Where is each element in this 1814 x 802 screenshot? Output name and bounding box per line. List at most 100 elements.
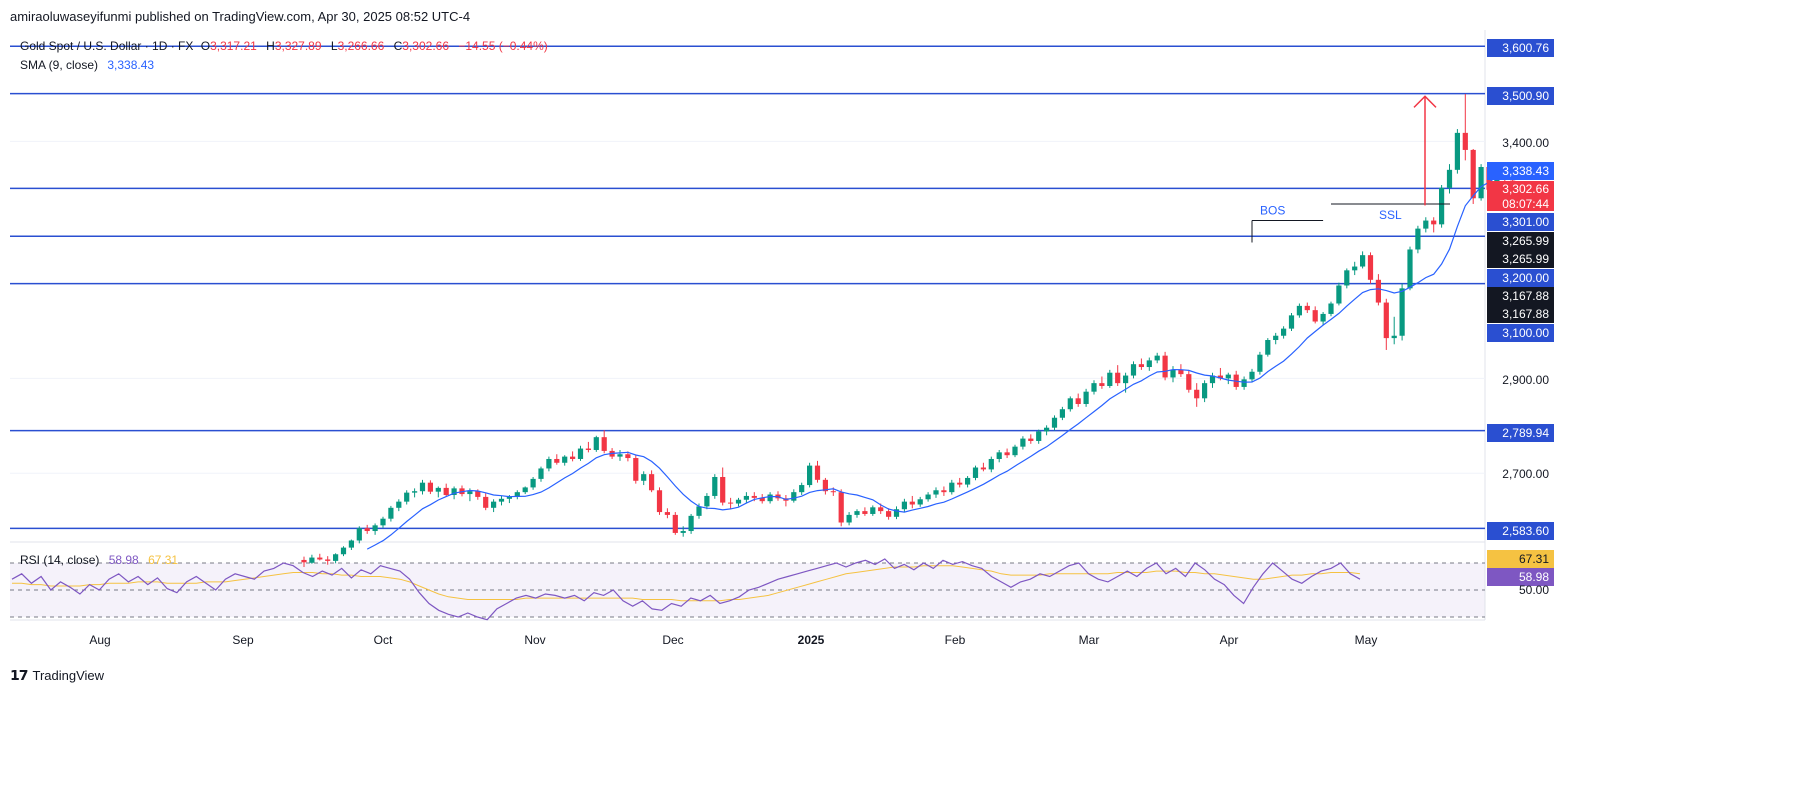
chart[interactable]: BOS SSL 3,600.76 3,500.90 3,400.00 3,338.43… xyxy=(0,0,1568,660)
rsi-axis-label: 58.98 xyxy=(1487,568,1554,586)
candle-body xyxy=(1130,364,1137,376)
candle-body xyxy=(862,511,868,514)
candle xyxy=(1036,429,1042,444)
candle xyxy=(593,435,599,452)
sma-legend[interactable]: SMA (9, close) 3,338.43 xyxy=(20,58,154,72)
candle xyxy=(577,445,584,461)
candle-body xyxy=(1265,340,1271,355)
symbol-legend[interactable]: Gold Spot / U.S. Dollar · 1D · FX O3,317… xyxy=(20,39,548,53)
candle-body xyxy=(412,491,418,493)
time-axis-label: Oct xyxy=(374,633,393,647)
time-axis[interactable]: Aug Sep Oct Nov Dec 2025 Feb Mar Apr May xyxy=(89,633,1377,647)
candle-body xyxy=(530,478,536,488)
candle xyxy=(1407,246,1413,291)
candle xyxy=(965,476,971,488)
candle xyxy=(570,451,576,462)
candle xyxy=(799,482,805,496)
price-axis[interactable]: 3,600.76 3,500.90 3,400.00 3,338.43 3,302.66… xyxy=(1487,39,1554,540)
candle-body xyxy=(1352,266,1358,271)
candle xyxy=(1170,366,1176,383)
candle-body xyxy=(807,465,813,486)
ohlc-close-value: 3,302.66 xyxy=(402,39,449,53)
candle-body xyxy=(372,525,378,532)
candle-body xyxy=(514,492,520,497)
ohlc-high-value: 3,327.89 xyxy=(275,39,322,53)
candle-body xyxy=(846,514,852,523)
candle-body xyxy=(1446,169,1453,188)
candle xyxy=(980,462,986,472)
price-label-bg xyxy=(1487,250,1554,268)
candle xyxy=(309,554,315,564)
candle xyxy=(1241,376,1247,390)
price-label-bg xyxy=(1487,197,1554,211)
time-axis-label: 2025 xyxy=(798,633,825,647)
candle xyxy=(791,489,797,503)
candle xyxy=(1312,306,1318,324)
candle-body xyxy=(522,487,528,493)
candle-body xyxy=(1036,431,1042,441)
price-label-bg xyxy=(1487,324,1554,342)
candle-body xyxy=(570,456,576,459)
candle xyxy=(546,456,552,472)
time-axis-label: Mar xyxy=(1079,633,1100,647)
candle-body xyxy=(641,474,647,481)
candle xyxy=(443,483,449,497)
candle xyxy=(807,462,813,488)
rsi-legend[interactable]: RSI (14, close) 58.98 67.31 xyxy=(20,553,178,567)
candle xyxy=(1304,302,1310,313)
candle xyxy=(838,489,844,527)
candle xyxy=(957,477,963,488)
tradingview-logo[interactable]: 𝟭𝟳 TradingView xyxy=(10,667,104,684)
horizontal-levels xyxy=(10,45,1485,530)
candle-body xyxy=(1375,279,1381,303)
candle-body xyxy=(728,502,734,504)
candle xyxy=(562,455,568,466)
candle xyxy=(522,486,528,495)
candle xyxy=(893,506,900,520)
candle xyxy=(585,441,591,453)
candle xyxy=(1336,282,1342,306)
ohlc-low-value: 3,266.66 xyxy=(338,39,385,53)
rsi-legend-label: RSI (14, close) xyxy=(20,553,99,567)
candle xyxy=(1375,274,1381,306)
candle xyxy=(1320,312,1326,326)
candle-body xyxy=(301,559,307,563)
candle-body xyxy=(333,554,339,561)
price-label-bg xyxy=(1487,232,1554,250)
candle xyxy=(712,474,718,499)
candle xyxy=(1257,351,1263,375)
candle xyxy=(1439,185,1445,228)
candle-body xyxy=(1059,409,1065,418)
candle-body xyxy=(325,559,331,561)
candle xyxy=(680,526,686,537)
candle-body xyxy=(830,491,836,493)
candle-body xyxy=(1454,132,1460,170)
price-label-text: 3,265.99 xyxy=(1502,234,1549,248)
candle-body xyxy=(704,495,710,507)
candle-body xyxy=(1320,313,1326,322)
candle-body xyxy=(1399,288,1405,336)
candle-body xyxy=(1186,374,1192,390)
candle-body xyxy=(893,509,900,517)
candle-body xyxy=(1312,310,1318,322)
candle-body xyxy=(1383,302,1389,339)
candle xyxy=(348,539,354,550)
ssl-annotation: SSL xyxy=(1331,203,1450,222)
candle-body xyxy=(886,511,892,517)
candle xyxy=(491,499,497,513)
candle-body xyxy=(1138,364,1144,368)
price-label-text: 2,700.00 xyxy=(1502,467,1549,481)
candle xyxy=(846,512,852,526)
candle xyxy=(854,509,860,518)
candle xyxy=(1454,129,1460,174)
rsi-legend-ma-value: 67.31 xyxy=(148,553,178,567)
ohlc-high-key: H xyxy=(266,39,275,53)
rsi-bands xyxy=(10,562,1485,618)
candle xyxy=(1265,338,1271,357)
candle-body xyxy=(957,482,963,485)
candle-body xyxy=(1107,372,1113,386)
candle-body xyxy=(348,540,354,548)
candle-body xyxy=(491,501,497,508)
price-pane[interactable] xyxy=(10,30,1485,542)
